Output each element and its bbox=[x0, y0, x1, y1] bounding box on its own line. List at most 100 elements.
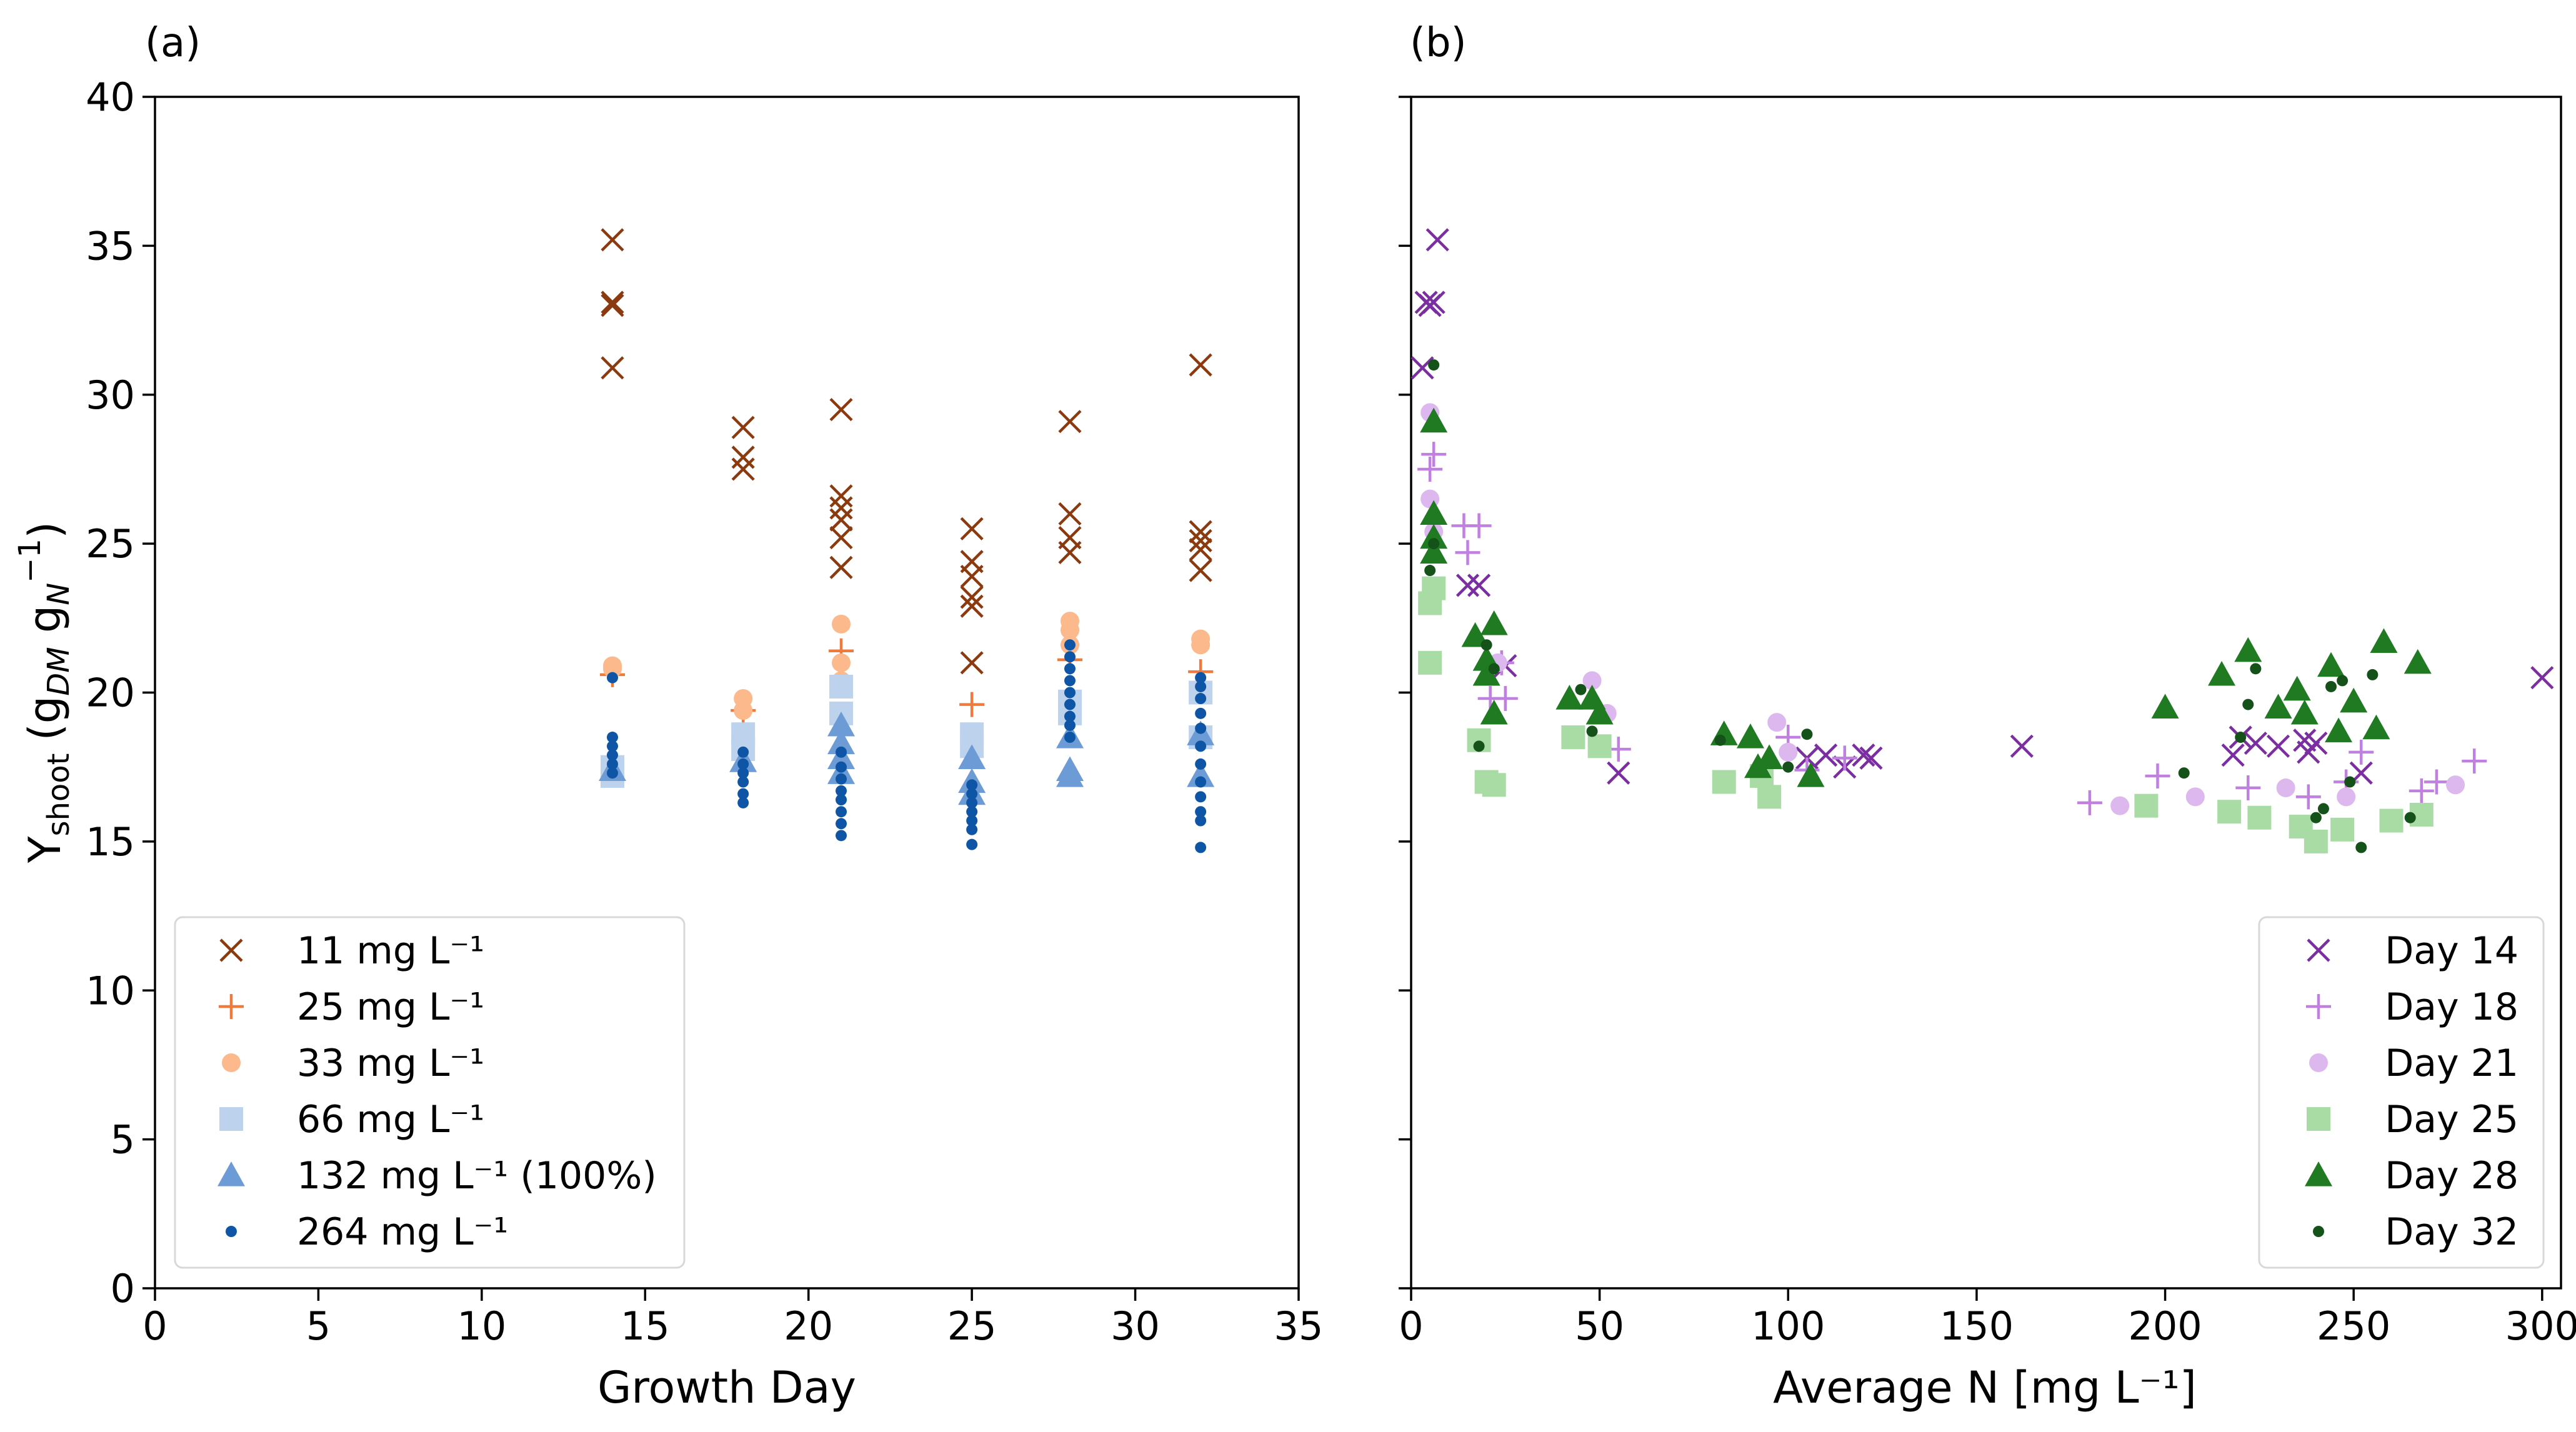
y-label-g1-sub: DM bbox=[41, 647, 76, 695]
panel-b-legend-box bbox=[2258, 916, 2545, 1269]
data-point bbox=[607, 758, 618, 770]
data-point bbox=[2404, 649, 2432, 674]
data-point bbox=[966, 838, 978, 850]
data-point bbox=[1410, 356, 1434, 380]
data-point bbox=[737, 776, 749, 788]
data-point bbox=[737, 758, 749, 770]
data-point bbox=[1480, 639, 1492, 651]
panel-b-x-ticks: 0 50 100 150 200 250 300 bbox=[1399, 1288, 2576, 1349]
panel-a-chart: (a) Growth Day Yshoot (gDM gN−1) 0 5 10 15 20… bbox=[12, 20, 1323, 1413]
y-tick-label: 0 bbox=[111, 1266, 135, 1311]
data-point bbox=[1189, 538, 1212, 562]
data-point bbox=[832, 614, 851, 634]
y-tick-label: 20 bbox=[86, 670, 135, 716]
data-point bbox=[1755, 744, 1784, 769]
data-point bbox=[836, 794, 847, 806]
data-point bbox=[2446, 775, 2465, 795]
legend-label: 33 mg L⁻¹ bbox=[297, 1042, 484, 1085]
x-tick-label: 30 bbox=[1111, 1303, 1160, 1349]
y-tick-label: 15 bbox=[86, 819, 135, 865]
data-point bbox=[966, 823, 978, 835]
data-point bbox=[1814, 743, 1838, 767]
x-tick-label: 25 bbox=[947, 1303, 997, 1349]
data-point bbox=[1421, 442, 1447, 467]
data-point bbox=[2264, 694, 2292, 718]
data-point bbox=[1488, 663, 1500, 675]
data-point bbox=[1195, 672, 1207, 684]
data-point bbox=[2077, 790, 2102, 815]
data-point bbox=[1189, 353, 1212, 377]
data-point bbox=[603, 659, 622, 679]
data-point bbox=[1064, 732, 1076, 743]
data-point bbox=[960, 651, 984, 675]
data-point bbox=[2367, 669, 2379, 680]
legend-label: 132 mg L⁻¹ (100%) bbox=[297, 1154, 657, 1198]
data-point bbox=[1195, 693, 1207, 705]
series-day14 bbox=[1410, 228, 2554, 785]
data-point bbox=[1736, 723, 1764, 748]
data-point bbox=[829, 555, 853, 579]
data-point bbox=[2250, 663, 2262, 675]
data-point bbox=[1422, 576, 1446, 600]
data-point bbox=[1779, 742, 1798, 762]
legend-marker bbox=[217, 1161, 245, 1186]
data-point bbox=[1607, 761, 1630, 785]
data-point bbox=[829, 674, 853, 699]
data-point bbox=[737, 797, 749, 808]
data-point bbox=[960, 564, 984, 589]
x-tick-label: 0 bbox=[142, 1303, 167, 1349]
series-25 bbox=[600, 638, 1214, 723]
data-point bbox=[1418, 650, 1442, 675]
data-point bbox=[1757, 785, 1782, 809]
data-point bbox=[1473, 740, 1485, 752]
data-point bbox=[827, 711, 855, 737]
series-264 bbox=[607, 639, 1207, 853]
data-point bbox=[1586, 725, 1598, 737]
data-point bbox=[1714, 734, 1726, 746]
data-point bbox=[829, 525, 853, 550]
data-point bbox=[966, 779, 978, 791]
x-tick-label: 150 bbox=[1940, 1303, 2014, 1349]
data-point bbox=[607, 732, 618, 743]
panel-b-legend-items: Day 14 Day 18 Day 21 Day 25 Day 28 Day 32 bbox=[2305, 929, 2519, 1254]
data-point bbox=[2276, 778, 2295, 798]
panel-a-x-axis-label: Growth Day bbox=[597, 1362, 856, 1413]
data-point bbox=[960, 517, 984, 540]
data-point bbox=[737, 746, 749, 758]
data-point bbox=[832, 653, 851, 672]
data-point bbox=[1555, 685, 1584, 710]
data-point bbox=[2178, 767, 2190, 779]
data-point bbox=[737, 767, 749, 779]
legend-marker bbox=[219, 1107, 243, 1131]
data-point bbox=[2340, 687, 2368, 713]
data-point bbox=[1195, 806, 1207, 818]
legend-label: Day 21 bbox=[2385, 1042, 2519, 1085]
data-point bbox=[1056, 762, 1084, 787]
panel-b-points bbox=[1410, 228, 2554, 853]
data-point bbox=[836, 773, 847, 785]
data-point bbox=[731, 457, 755, 481]
data-point bbox=[2266, 734, 2290, 758]
data-point bbox=[601, 228, 624, 252]
data-point bbox=[1455, 574, 1480, 597]
data-point bbox=[1064, 663, 1076, 675]
legend-label: Day 25 bbox=[2385, 1098, 2519, 1141]
data-point bbox=[2304, 829, 2328, 853]
data-point bbox=[1712, 770, 1736, 794]
data-point bbox=[1492, 686, 1518, 712]
legend-marker bbox=[2313, 1226, 2324, 1237]
panel-a-points bbox=[599, 228, 1215, 853]
panel-a-legend-box bbox=[174, 916, 686, 1269]
data-point bbox=[1420, 524, 1448, 549]
x-tick-label: 200 bbox=[2128, 1303, 2202, 1349]
data-point bbox=[836, 806, 847, 818]
data-point bbox=[829, 508, 853, 532]
panel-a-x-ticks: 0 5 10 15 20 25 30 35 bbox=[142, 1288, 1323, 1349]
data-point bbox=[2221, 743, 2245, 767]
legend-marker bbox=[2305, 1161, 2332, 1186]
data-point bbox=[1585, 699, 1614, 725]
data-point bbox=[1480, 699, 1508, 725]
data-point bbox=[2235, 732, 2247, 743]
data-point bbox=[2235, 775, 2261, 801]
series-11 bbox=[601, 228, 1212, 675]
